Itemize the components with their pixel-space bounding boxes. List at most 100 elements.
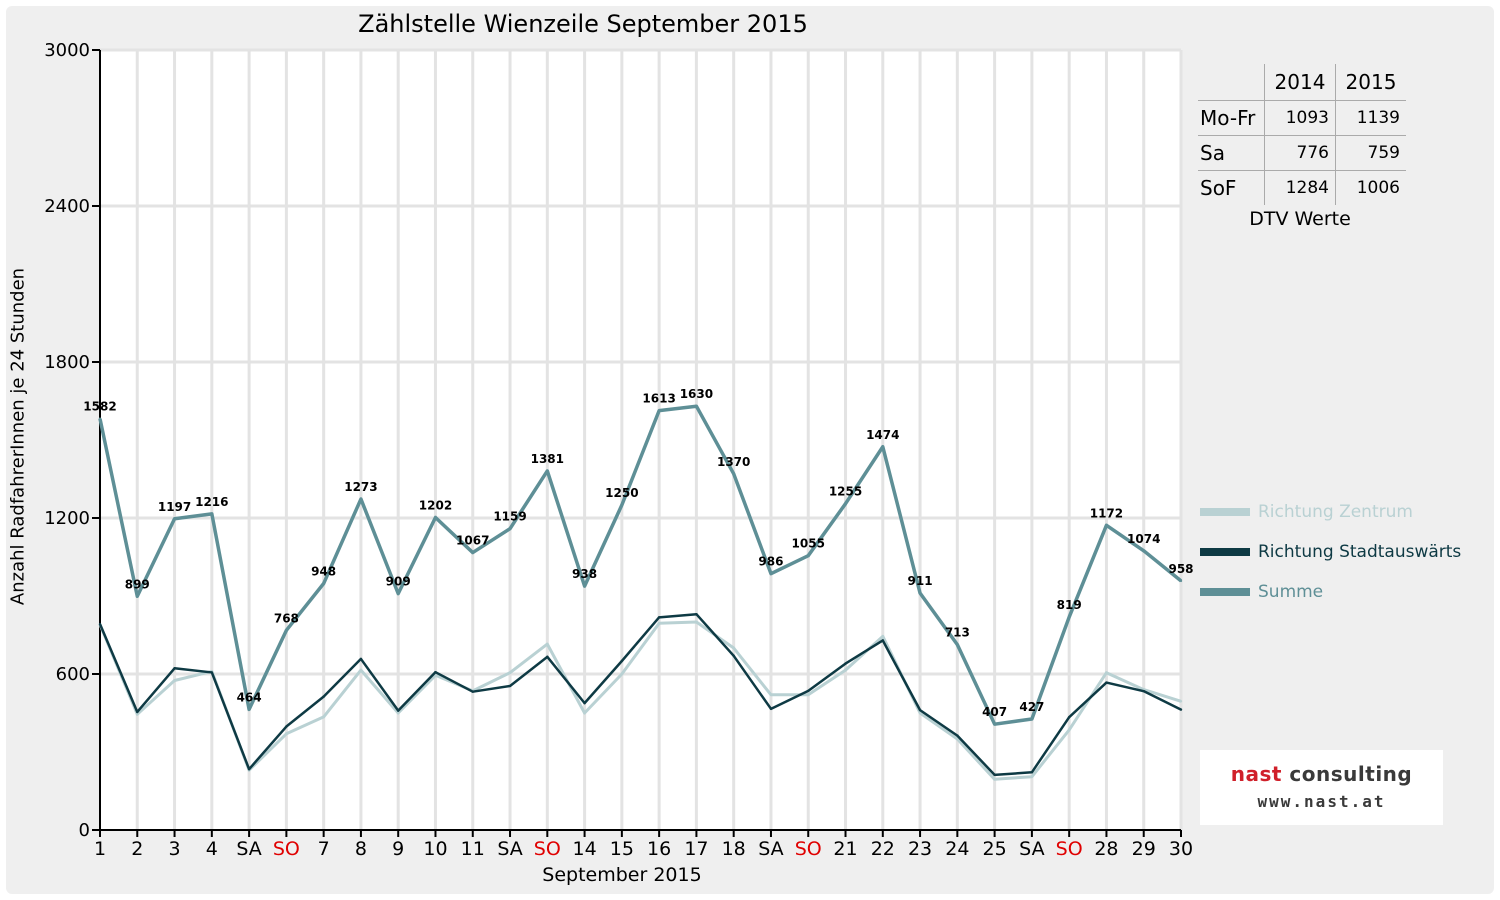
data-point xyxy=(508,684,512,688)
data-label: 768 xyxy=(274,611,299,625)
data-point xyxy=(136,713,139,716)
data-point xyxy=(807,693,810,696)
data-label: 1067 xyxy=(456,534,489,548)
series-line xyxy=(98,620,1182,781)
data-label: 427 xyxy=(1019,700,1044,714)
dtv-row-mofr: Mo-Fr 1093 1139 xyxy=(1198,100,1406,136)
x-tick-label: 15 xyxy=(610,838,634,860)
data-point xyxy=(844,668,847,672)
data-point xyxy=(956,737,959,741)
x-tick-label: 3 xyxy=(169,838,181,860)
data-point xyxy=(844,662,847,665)
data-point xyxy=(508,527,512,530)
logo-url: www.nast.at xyxy=(1257,792,1386,811)
data-point xyxy=(657,622,661,625)
data-label: 958 xyxy=(1168,562,1193,576)
x-tick-label: 18 xyxy=(722,838,746,860)
data-point xyxy=(918,711,922,715)
data-label: 1474 xyxy=(866,428,899,442)
nast-consulting-logo: nast consulting www.nast.at xyxy=(1200,750,1443,825)
data-label: 1074 xyxy=(1127,532,1160,546)
data-point xyxy=(620,659,624,663)
data-point xyxy=(881,445,884,448)
data-point xyxy=(546,469,549,473)
logo-wordmark: nast consulting xyxy=(1200,762,1443,786)
data-point xyxy=(993,722,996,726)
data-label: 986 xyxy=(758,555,783,569)
data-point xyxy=(769,707,773,711)
data-label: 938 xyxy=(572,567,597,581)
dtv-row-label: Mo-Fr xyxy=(1200,106,1256,130)
legend-label: Richtung Stadtauswärts xyxy=(1258,542,1462,562)
legend-label: Richtung Zentrum xyxy=(1258,502,1413,522)
data-point xyxy=(620,672,624,676)
dtv-row-label: SoF xyxy=(1200,176,1237,200)
data-point xyxy=(1142,689,1145,693)
data-point xyxy=(434,516,437,519)
data-point xyxy=(546,655,549,659)
data-point xyxy=(695,613,698,616)
data-point xyxy=(285,732,288,735)
data-point xyxy=(98,622,102,626)
dtv-row-label: Sa xyxy=(1200,141,1225,165)
data-point xyxy=(695,620,698,624)
y-tick-label: 1800 xyxy=(44,352,90,373)
data-point xyxy=(732,472,735,475)
x-tick-label: 22 xyxy=(871,838,895,860)
dtv-caption: DTV Werte xyxy=(1249,208,1351,230)
dtv-cell-2015: 1139 xyxy=(1335,100,1406,136)
dtv-row-sof: SoF 1284 1006 xyxy=(1198,170,1406,205)
data-point xyxy=(322,582,325,585)
data-point xyxy=(173,679,176,682)
series-line xyxy=(98,404,1183,726)
dtv-header-2015: 2015 xyxy=(1335,64,1406,101)
data-label: 1630 xyxy=(680,387,713,401)
dtv-row-sa: Sa 776 759 xyxy=(1198,135,1406,171)
data-point xyxy=(657,616,661,619)
data-point xyxy=(993,773,996,777)
data-label: 1370 xyxy=(717,455,750,469)
x-tick-label: 7 xyxy=(318,838,330,860)
y-tick-label: 3000 xyxy=(44,40,90,61)
data-point xyxy=(807,554,810,557)
data-point xyxy=(397,711,400,715)
data-point xyxy=(285,725,288,728)
data-point xyxy=(98,417,102,420)
x-tick-label: SO xyxy=(534,838,561,860)
y-axis-label: Anzahl RadfahrerInnen je 24 Stunden xyxy=(7,267,29,606)
data-label: 899 xyxy=(125,577,150,591)
data-point xyxy=(844,502,847,505)
x-tick-label: 4 xyxy=(206,838,218,860)
x-tick-label: SO xyxy=(795,838,822,860)
x-tick-label: 14 xyxy=(572,838,596,860)
x-tick-label: 30 xyxy=(1169,838,1193,860)
data-point xyxy=(1030,771,1034,774)
data-point xyxy=(546,642,549,646)
logo-word-nast: nast xyxy=(1230,762,1282,786)
data-point xyxy=(210,671,214,674)
data-point xyxy=(397,592,400,595)
data-label: 909 xyxy=(386,575,411,589)
data-point xyxy=(1105,524,1108,527)
data-label: 948 xyxy=(311,565,336,579)
series-line xyxy=(98,612,1182,777)
x-tick-label: 17 xyxy=(684,838,708,860)
data-label: 464 xyxy=(237,690,262,704)
legend-item-zentrum: Richtung Zentrum xyxy=(1200,492,1461,532)
data-point xyxy=(471,551,474,554)
data-point xyxy=(695,405,698,408)
y-tick-label: 2400 xyxy=(44,196,90,217)
data-point xyxy=(136,710,139,714)
data-label: 1202 xyxy=(419,498,452,512)
data-point xyxy=(434,670,437,674)
data-point xyxy=(732,646,735,650)
data-label: 407 xyxy=(982,705,1007,719)
data-point xyxy=(881,639,884,642)
data-label: 1582 xyxy=(83,400,116,414)
data-point xyxy=(583,711,586,715)
x-tick-label: 25 xyxy=(983,838,1007,860)
x-tick-label: 1 xyxy=(94,838,106,860)
x-tick-label: 8 xyxy=(355,838,367,860)
data-label: 1159 xyxy=(493,510,526,524)
